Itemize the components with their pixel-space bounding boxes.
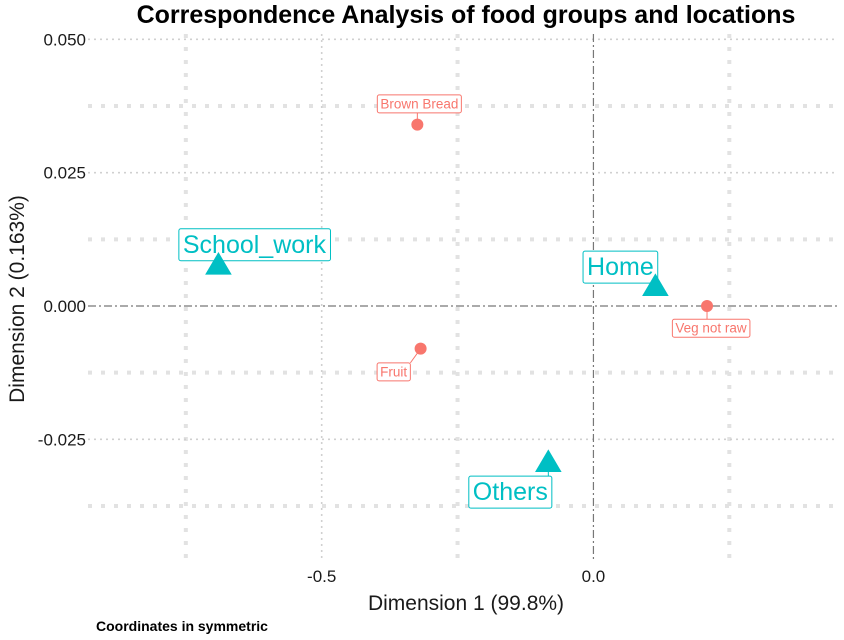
point-label: School_work bbox=[183, 231, 327, 259]
point-label-box bbox=[376, 362, 411, 382]
ca-point: Brown Bread bbox=[376, 94, 462, 131]
y-tick-label: 0.000 bbox=[43, 297, 86, 316]
y-tick-label: 0.050 bbox=[43, 30, 86, 49]
reference-lines bbox=[88, 34, 838, 562]
point-label-box bbox=[582, 250, 659, 284]
ca-point: Home bbox=[582, 250, 669, 297]
ca-point: Veg not raw bbox=[671, 300, 751, 338]
circle-marker bbox=[701, 300, 714, 312]
ca-point: School_work bbox=[178, 228, 331, 275]
x-axis-ticks: -0.5 0.0 bbox=[307, 567, 605, 586]
y-tick-label: 0.025 bbox=[43, 164, 86, 183]
ca-point: Fruit bbox=[376, 342, 427, 382]
triangle-marker bbox=[535, 449, 562, 473]
point-label-box bbox=[178, 228, 331, 262]
ca-point: Others bbox=[468, 449, 562, 509]
triangle-marker bbox=[205, 252, 232, 275]
x-tick-label: 0.0 bbox=[582, 567, 606, 586]
grid-layer bbox=[88, 34, 838, 562]
point-label: Home bbox=[587, 253, 654, 281]
triangle-marker bbox=[642, 273, 669, 297]
y-tick-label: -0.025 bbox=[38, 430, 86, 449]
y-axis-title: Dimension 2 (0.163%) bbox=[6, 195, 29, 403]
point-label: Brown Bread bbox=[380, 96, 458, 111]
y-axis-ticks: -0.025 0.000 0.025 0.050 bbox=[38, 30, 86, 449]
points-layer: Brown Bread Veg not raw Fruit School_work Ho… bbox=[178, 94, 751, 509]
chart-title: Correspondence Analysis of food groups a… bbox=[137, 1, 796, 29]
point-label: Fruit bbox=[380, 364, 407, 379]
point-label: Others bbox=[473, 478, 548, 506]
circle-marker bbox=[414, 342, 427, 355]
chart-caption: Coordinates in symmetric bbox=[96, 618, 268, 634]
point-label-box bbox=[468, 475, 553, 509]
x-axis-title: Dimension 1 (99.8%) bbox=[368, 592, 564, 615]
x-tick-label: -0.5 bbox=[307, 567, 336, 586]
point-label-box bbox=[376, 94, 462, 114]
point-label-box bbox=[671, 318, 751, 338]
circle-marker bbox=[411, 118, 424, 131]
point-label: Veg not raw bbox=[675, 321, 747, 336]
